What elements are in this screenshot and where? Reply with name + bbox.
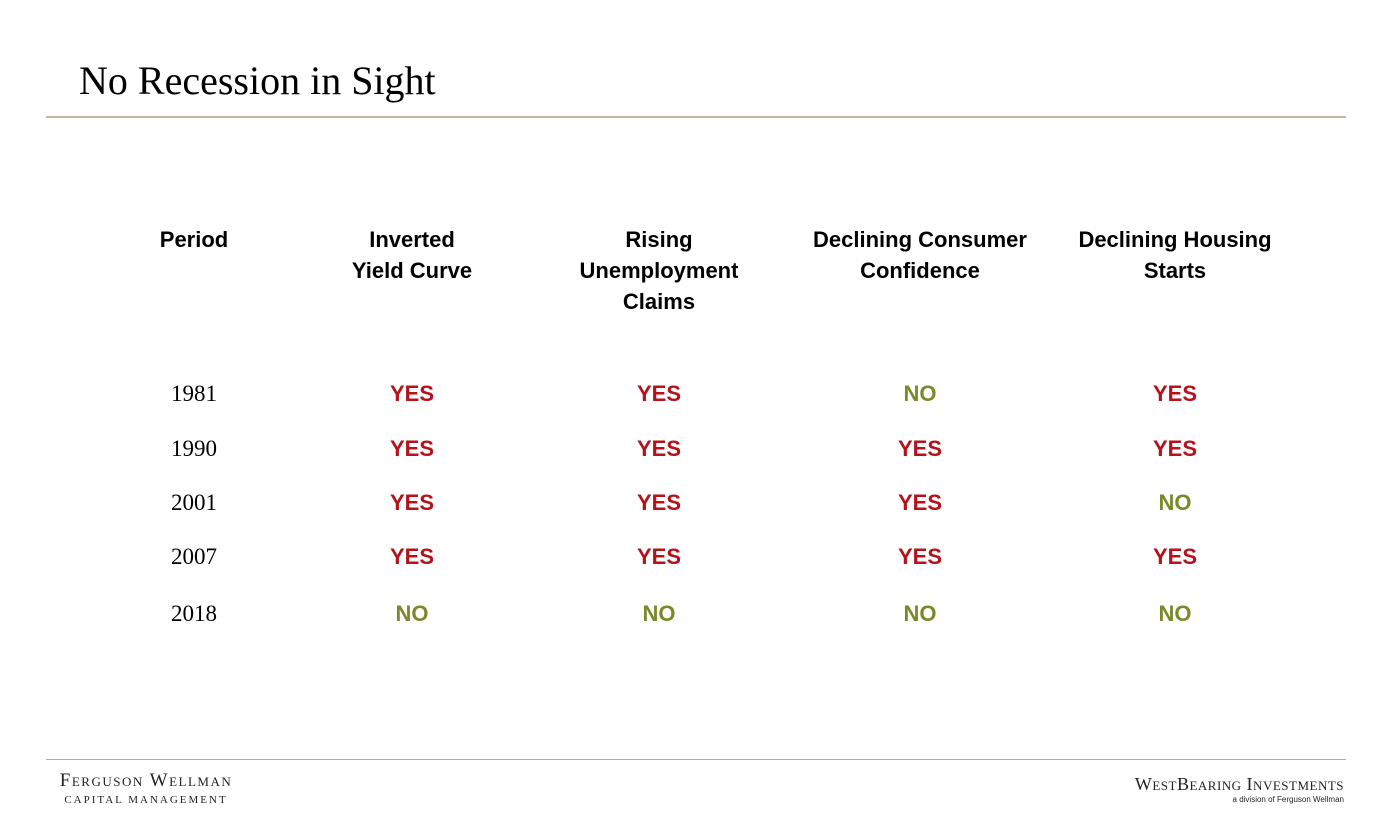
unemployment-cell: NO bbox=[642, 601, 676, 626]
header-declining-consumer-confidence: Declining Consumer Confidence bbox=[813, 227, 1027, 283]
ferguson-wellman-logo: Ferguson Wellman Capital Management bbox=[46, 770, 246, 808]
confidence-cell: YES bbox=[897, 490, 943, 515]
header-period: Period bbox=[159, 227, 229, 252]
footer-divider bbox=[46, 759, 1346, 760]
unemployment-cell: YES bbox=[636, 490, 682, 515]
logo-left-subtitle: Capital Management bbox=[64, 794, 228, 806]
period-cell: 2007 bbox=[171, 544, 217, 569]
westbearing-logo: WestBearing Investments a division of Fe… bbox=[1135, 774, 1344, 806]
confidence-cell: NO bbox=[903, 381, 937, 406]
inverted-cell: YES bbox=[389, 381, 435, 406]
title-divider bbox=[46, 116, 1346, 118]
logo-left-name: Ferguson Wellman bbox=[59, 770, 233, 791]
inverted-cell: YES bbox=[389, 544, 435, 569]
period-cell: 2018 bbox=[171, 601, 217, 626]
housing-cell: NO bbox=[1158, 490, 1192, 515]
period-cell: 2001 bbox=[171, 490, 217, 515]
header-inverted-yield-curve: Inverted Yield Curve bbox=[351, 227, 473, 283]
inverted-cell: NO bbox=[395, 601, 429, 626]
confidence-cell: YES bbox=[897, 436, 943, 461]
unemployment-cell: YES bbox=[636, 436, 682, 461]
period-cell: 1990 bbox=[171, 436, 217, 461]
confidence-cell: NO bbox=[903, 601, 937, 626]
confidence-cell: YES bbox=[897, 544, 943, 569]
header-declining-housing-starts: Declining Housing Starts bbox=[1078, 227, 1272, 283]
header-rising-unemployment-claims: Rising Unemployment Claims bbox=[579, 227, 739, 314]
housing-cell: YES bbox=[1152, 381, 1198, 406]
housing-cell: NO bbox=[1158, 601, 1192, 626]
logo-right-subtitle: a division of Ferguson Wellman bbox=[1232, 795, 1344, 804]
inverted-cell: YES bbox=[389, 490, 435, 515]
unemployment-cell: YES bbox=[636, 544, 682, 569]
period-cell: 1981 bbox=[171, 381, 217, 406]
housing-cell: YES bbox=[1152, 436, 1198, 461]
logo-right-name: WestBearing Investments bbox=[1134, 774, 1344, 794]
inverted-cell: YES bbox=[389, 436, 435, 461]
housing-cell: YES bbox=[1152, 544, 1198, 569]
slide-title: No Recession in Sight bbox=[79, 58, 436, 103]
unemployment-cell: YES bbox=[636, 381, 682, 406]
